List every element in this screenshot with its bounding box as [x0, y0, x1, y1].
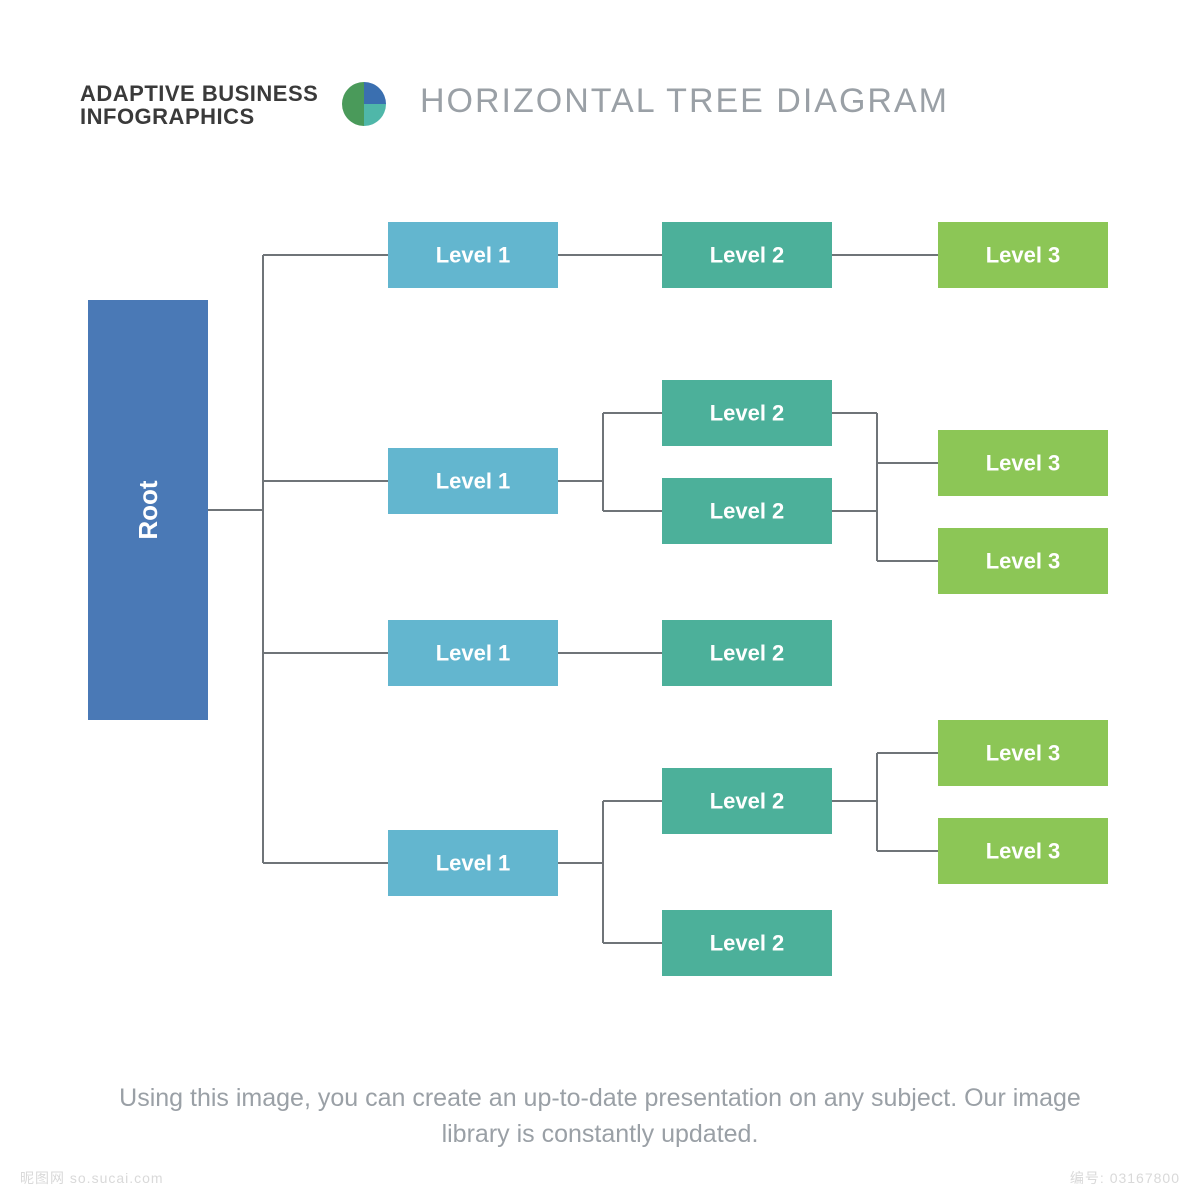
- tree-node: Level 1: [388, 448, 558, 514]
- watermark-right: 编号: 03167800: [1070, 1168, 1180, 1188]
- svg-text:Level 3: Level 3: [986, 243, 1061, 268]
- tree-node: Level 3: [938, 818, 1108, 884]
- svg-text:Level 3: Level 3: [986, 839, 1061, 864]
- tree-node: Level 3: [938, 430, 1108, 496]
- svg-text:Level 1: Level 1: [436, 641, 511, 666]
- svg-text:Level 2: Level 2: [710, 243, 785, 268]
- tree-node: Root: [88, 300, 208, 720]
- svg-text:Level 2: Level 2: [710, 931, 785, 956]
- tree-node: Level 2: [662, 380, 832, 446]
- tree-node: Level 1: [388, 222, 558, 288]
- tree-node: Level 1: [388, 830, 558, 896]
- svg-text:Root: Root: [133, 480, 163, 540]
- tree-diagram: Root Level 1 Level 1 Level 1 Level 1 Level 2 L…: [0, 0, 1200, 1060]
- svg-text:Level 2: Level 2: [710, 401, 785, 426]
- tree-node: Level 2: [662, 478, 832, 544]
- watermark-left: 昵图网 so.sucai.com: [20, 1168, 164, 1188]
- svg-text:Level 2: Level 2: [710, 641, 785, 666]
- svg-text:Level 3: Level 3: [986, 451, 1061, 476]
- tree-node: Level 3: [938, 528, 1108, 594]
- svg-text:Level 3: Level 3: [986, 549, 1061, 574]
- svg-text:Level 2: Level 2: [710, 499, 785, 524]
- svg-text:Level 1: Level 1: [436, 243, 511, 268]
- tree-node: Level 3: [938, 222, 1108, 288]
- svg-text:Level 1: Level 1: [436, 851, 511, 876]
- tree-node: Level 1: [388, 620, 558, 686]
- tree-node: Level 3: [938, 720, 1108, 786]
- tree-node: Level 2: [662, 222, 832, 288]
- svg-text:Level 3: Level 3: [986, 741, 1061, 766]
- svg-text:Level 1: Level 1: [436, 469, 511, 494]
- footer-text: Using this image, you can create an up-t…: [0, 1080, 1200, 1153]
- svg-text:Level 2: Level 2: [710, 789, 785, 814]
- tree-node: Level 2: [662, 768, 832, 834]
- tree-node: Level 2: [662, 620, 832, 686]
- tree-node: Level 2: [662, 910, 832, 976]
